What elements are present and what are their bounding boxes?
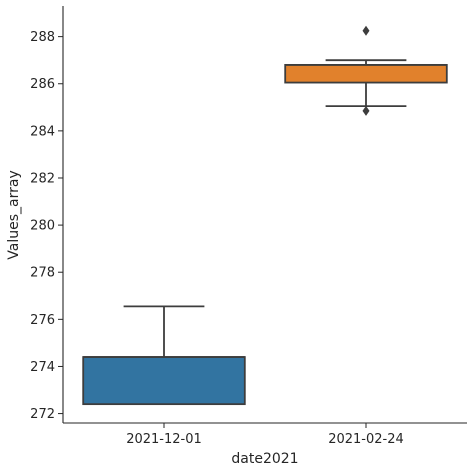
y-axis-label: Values_array xyxy=(6,170,22,259)
box-body xyxy=(284,63,448,84)
y-tick-label: 272 xyxy=(30,407,55,422)
y-tick-label: 280 xyxy=(30,219,55,234)
y-tick-label: 276 xyxy=(30,313,55,328)
outlier-point xyxy=(362,105,370,116)
plot-area xyxy=(82,25,448,406)
y-tick-label: 284 xyxy=(30,124,55,139)
y-tick-label: 274 xyxy=(30,360,55,375)
box-2021-12-01 xyxy=(82,305,246,406)
x-axis-label: date2021 xyxy=(231,451,298,467)
y-ticks: 272 274 276 278 280 282 284 286 288 xyxy=(30,30,63,422)
box-body xyxy=(82,356,246,406)
x-tick-label: 2021-02-24 xyxy=(328,432,404,447)
outlier-point xyxy=(362,25,370,36)
axes xyxy=(62,6,467,424)
y-tick-label: 286 xyxy=(30,77,55,92)
y-tick-label: 288 xyxy=(30,30,55,45)
box-2021-02-24 xyxy=(284,25,448,116)
x-tick-label: 2021-12-01 xyxy=(126,432,202,447)
x-ticks: 2021-12-01 2021-02-24 xyxy=(126,423,404,447)
y-tick-label: 282 xyxy=(30,171,55,186)
y-tick-label: 278 xyxy=(30,266,55,281)
